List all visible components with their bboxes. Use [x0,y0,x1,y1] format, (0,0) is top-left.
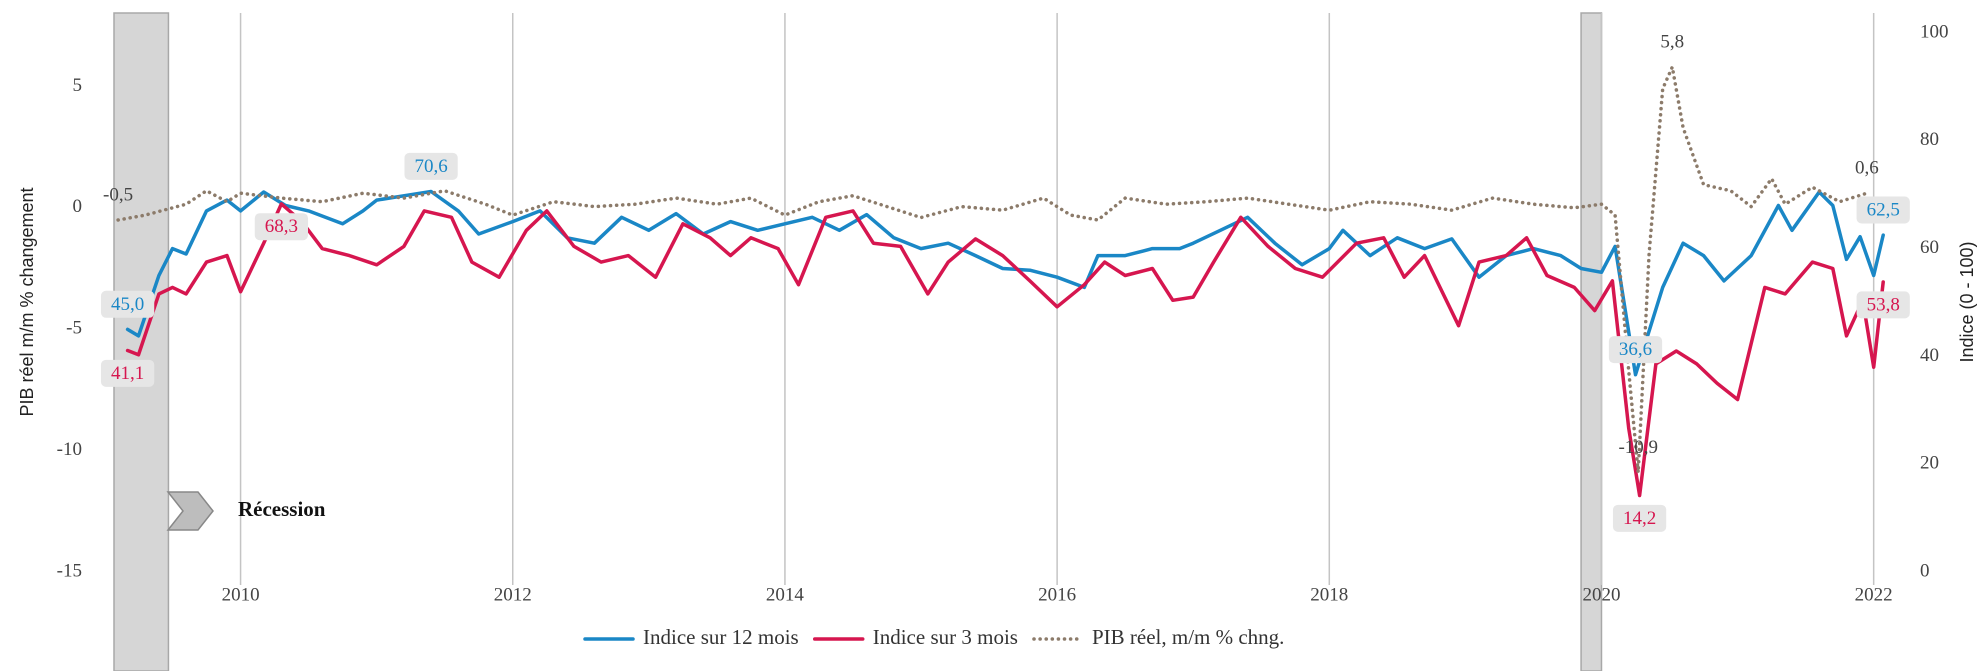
data-label-box [254,213,309,241]
y-tick-label: 0 [73,196,83,217]
data-label: 5,8 [1660,31,1684,52]
y2-tick-label: 40 [1920,345,1939,366]
y2-tick-label: 100 [1920,21,1949,42]
recession-bands [113,12,1603,671]
y2-axis-title: Indice (0 - 100) [1957,241,1977,362]
data-label-box [100,359,155,387]
data-label-box [100,290,155,318]
recession-marker [166,491,214,531]
x-tick-label: 2020 [1582,584,1620,605]
y2-tick-label: 60 [1920,237,1939,258]
data-label: 0,6 [1855,158,1879,179]
data-label: 41,1 [111,363,144,384]
y2-tick-label: 0 [1920,560,1930,581]
lines [116,65,1885,498]
data-label: 36,6 [1619,339,1652,360]
y-axis-title: PIB réel m/m % changement [17,187,37,416]
x-tick-label: 2016 [1038,584,1076,605]
legend-label: Indice sur 12 mois [643,625,799,649]
data-label-box [1856,291,1910,319]
x-tick-label: 2012 [494,584,532,605]
data-label: 45,0 [111,294,144,315]
data-label: 62,5 [1867,199,1900,220]
recession-label: Récession [238,497,326,521]
grid [239,13,1875,585]
data-label: -10,9 [1618,437,1658,458]
y-tick-label: 5 [73,75,83,96]
data-label: 70,6 [414,156,447,177]
data-label: 68,3 [265,216,298,237]
data-label-box [1608,336,1663,364]
x-tick-label: 2010 [222,584,260,605]
y2-tick-label: 80 [1920,129,1939,150]
x-tick-label: 2018 [1310,584,1348,605]
data-label: 53,8 [1867,294,1900,315]
data-label-box [1856,196,1910,224]
legend-label: Indice sur 3 mois [873,625,1018,649]
series-line [125,202,1885,498]
data-label-box [1612,504,1667,532]
labels: 45,0 70,6 36,6 62,5 41,1 68,3 14,2 53,8 -0,5 -10,… [100,31,1910,532]
data-label: -0,5 [103,184,133,205]
series-line [125,189,1885,377]
y-tick-label: -5 [66,318,82,339]
x-tick-label: 2014 [766,584,805,605]
data-label-box [404,152,458,180]
data-label: 14,2 [1623,508,1656,529]
y2-tick-label: 20 [1920,453,1939,474]
series-line [116,65,1869,475]
y-tick-label: -15 [57,560,82,581]
legend-label: PIB réel, m/m % chng. [1092,625,1284,649]
x-tick-label: 2022 [1855,584,1893,605]
recession-band [1580,12,1603,671]
y-tick-label: -10 [57,439,82,460]
